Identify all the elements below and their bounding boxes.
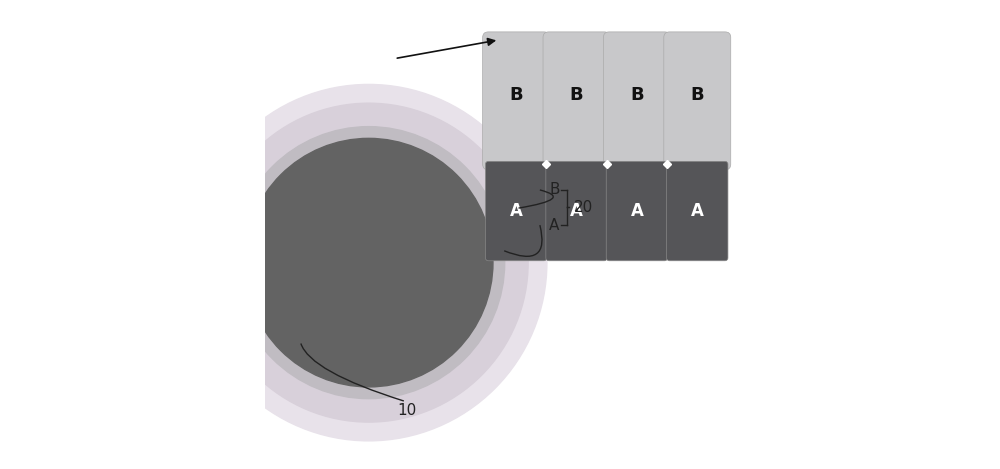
FancyBboxPatch shape <box>603 32 670 170</box>
FancyBboxPatch shape <box>606 161 668 261</box>
Text: A: A <box>549 218 560 233</box>
Text: A: A <box>691 202 704 220</box>
FancyBboxPatch shape <box>483 32 550 170</box>
Text: B: B <box>549 182 560 197</box>
FancyBboxPatch shape <box>546 161 607 261</box>
Text: A: A <box>630 202 643 220</box>
Circle shape <box>244 138 493 387</box>
Circle shape <box>233 127 505 399</box>
Text: A: A <box>510 202 523 220</box>
Text: B: B <box>630 85 644 104</box>
FancyBboxPatch shape <box>485 161 547 261</box>
Text: B: B <box>690 85 704 104</box>
FancyBboxPatch shape <box>543 32 610 170</box>
Text: B: B <box>570 85 583 104</box>
Text: 20: 20 <box>574 200 593 215</box>
Circle shape <box>209 103 528 422</box>
Circle shape <box>190 84 547 441</box>
Text: 10: 10 <box>397 403 416 418</box>
Text: A: A <box>570 202 583 220</box>
FancyBboxPatch shape <box>667 161 728 261</box>
FancyBboxPatch shape <box>664 32 731 170</box>
Text: B: B <box>509 85 523 104</box>
